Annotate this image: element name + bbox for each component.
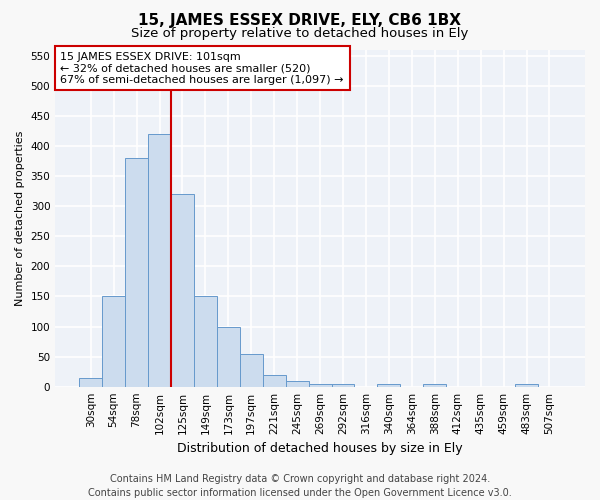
Bar	[102, 296, 125, 386]
Bar	[332, 384, 355, 386]
Bar	[148, 134, 171, 386]
Bar	[171, 194, 194, 386]
Bar	[423, 384, 446, 386]
Bar	[263, 374, 286, 386]
Bar	[125, 158, 148, 386]
Bar	[217, 326, 240, 386]
Text: 15 JAMES ESSEX DRIVE: 101sqm
← 32% of detached houses are smaller (520)
67% of s: 15 JAMES ESSEX DRIVE: 101sqm ← 32% of de…	[61, 52, 344, 85]
Bar	[240, 354, 263, 386]
Bar	[194, 296, 217, 386]
Bar	[308, 384, 332, 386]
X-axis label: Distribution of detached houses by size in Ely: Distribution of detached houses by size …	[177, 442, 463, 455]
Text: Contains HM Land Registry data © Crown copyright and database right 2024.
Contai: Contains HM Land Registry data © Crown c…	[88, 474, 512, 498]
Text: Size of property relative to detached houses in Ely: Size of property relative to detached ho…	[131, 28, 469, 40]
Y-axis label: Number of detached properties: Number of detached properties	[15, 130, 25, 306]
Bar	[515, 384, 538, 386]
Bar	[79, 378, 102, 386]
Bar	[286, 380, 308, 386]
Bar	[377, 384, 400, 386]
Text: 15, JAMES ESSEX DRIVE, ELY, CB6 1BX: 15, JAMES ESSEX DRIVE, ELY, CB6 1BX	[139, 12, 461, 28]
